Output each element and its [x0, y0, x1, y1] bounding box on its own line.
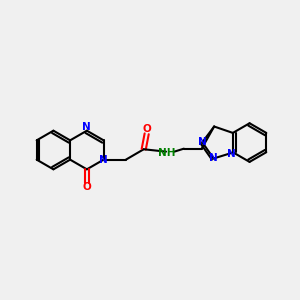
Text: N: N: [227, 149, 236, 159]
Text: O: O: [82, 182, 91, 192]
Text: NH: NH: [158, 148, 176, 158]
Text: O: O: [142, 124, 151, 134]
Text: N: N: [82, 122, 91, 132]
Text: N: N: [198, 137, 207, 147]
Text: N: N: [99, 155, 107, 165]
Text: N: N: [209, 153, 218, 163]
